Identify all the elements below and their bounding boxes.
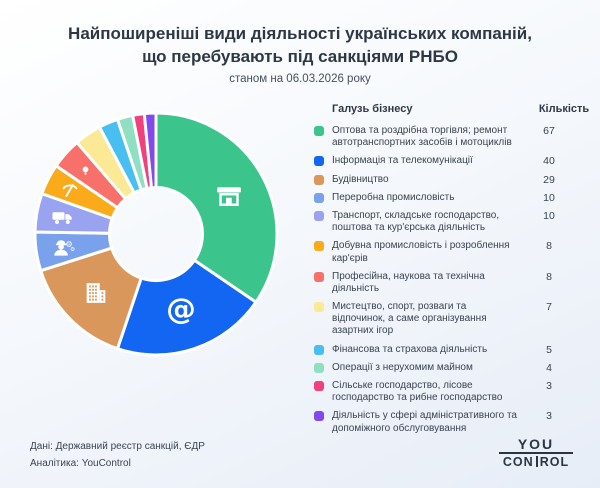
legend-color-swatch <box>314 381 324 391</box>
footer-credits: Дані: Державний реєстр санкцій, ЄДР Анал… <box>30 438 205 472</box>
logo-con: CON <box>502 455 534 469</box>
legend-color-swatch <box>314 156 324 167</box>
logo-t-bar <box>535 456 538 467</box>
footer-source: Дані: Державний реєстр санкцій, ЄДР <box>30 441 205 452</box>
title-line-2: що перебувають під санкціями РНБО <box>142 47 458 66</box>
logo-bottom-text: CON ROL <box>499 455 573 469</box>
legend-value: 5 <box>546 343 552 356</box>
legend-value: 8 <box>546 240 552 253</box>
donut-chart-svg <box>33 111 279 357</box>
legend-value: 29 <box>543 173 555 186</box>
legend-row-12: Діяльність у сфері адміністративного та … <box>314 410 594 434</box>
legend-value: 10 <box>543 191 555 204</box>
legend-label: Операції з нерухомим майном <box>332 361 473 373</box>
legend-label: Добувна промисловість і розроблення кар'… <box>332 240 510 264</box>
legend-label: Діяльність у сфері адміністративного та … <box>332 410 517 434</box>
legend-color-swatch <box>314 344 324 355</box>
legend-label: Професійна, наукова та технічна діяльніс… <box>332 270 485 294</box>
legend-row-1: Оптова та роздрібна торгівля; ремонт авт… <box>314 125 594 149</box>
legend-value: 3 <box>546 410 552 423</box>
legend-row-11: Сільське господарство, лісове господарст… <box>314 380 594 404</box>
youcontrol-logo: YOU CON ROL <box>499 436 573 469</box>
legend-header-sector: Галузь бізнесу <box>332 103 413 115</box>
legend-color-swatch <box>314 174 324 185</box>
legend-color-swatch <box>314 362 324 373</box>
legend-row-10: Операції з нерухомим майном 4 <box>314 362 594 374</box>
legend-value: 8 <box>546 270 552 283</box>
legend-color-swatch <box>314 210 324 221</box>
legend-label: Сільське господарство, лісове господарст… <box>332 380 503 404</box>
legend-row-4: Переробна промисловість 10 <box>314 192 594 204</box>
donut-slice-1 <box>154 111 279 304</box>
legend-color-swatch <box>314 302 324 313</box>
legend-row-2: Інформація та телекомунікації 40 <box>314 155 594 167</box>
legend-label: Оптова та роздрібна торгівля; ремонт авт… <box>332 125 512 149</box>
legend-label: Будівництво <box>332 173 389 185</box>
legend-color-swatch <box>314 241 324 252</box>
legend-row-8: Мистецтво, спорт, розваги та відпочинок,… <box>314 301 594 338</box>
legend-value: 7 <box>546 301 552 314</box>
legend-color-swatch <box>314 192 324 203</box>
donut-chart <box>6 84 306 384</box>
logo-rol: ROL <box>539 455 570 469</box>
legend-value: 4 <box>546 361 552 374</box>
logo-top-text: YOU <box>499 436 573 454</box>
legend-value: 67 <box>543 125 555 137</box>
legend-row-5: Транспорт, складське господарство, пошто… <box>314 210 594 234</box>
legend-color-swatch <box>314 126 324 136</box>
donut-slice-12 <box>142 111 158 190</box>
legend-value: 40 <box>543 155 555 168</box>
legend-header-count: Кількість <box>538 103 590 115</box>
title-line-1: Найпоширеніші види діяльності українськи… <box>68 24 532 43</box>
legend-color-swatch <box>314 271 324 282</box>
page-title: Найпоширеніші види діяльності українськи… <box>0 22 600 68</box>
legend-value: 10 <box>543 209 555 222</box>
subtitle-date: станом на 06.03.2026 року <box>229 73 371 85</box>
legend-row-9: Фінансова та страхова діяльність 5 <box>314 344 594 356</box>
legend-row-7: Професійна, наукова та технічна діяльніс… <box>314 271 594 295</box>
legend-label: Транспорт, складське господарство, пошто… <box>332 209 500 234</box>
legend-header: Галузь бізнесу Кількість <box>314 103 594 115</box>
legend-row-3: Будівництво 29 <box>314 174 594 186</box>
legend-color-swatch <box>314 411 324 422</box>
legend-label: Мистецтво, спорт, розваги та відпочинок,… <box>332 301 487 337</box>
legend-label: Переробна промисловість <box>332 191 455 203</box>
legend: Галузь бізнесу Кількість Оптова та роздр… <box>314 103 594 441</box>
legend-label: Інформація та телекомунікації <box>332 155 473 167</box>
legend-row-6: Добувна промисловість і розроблення кар'… <box>314 240 594 264</box>
footer-analytics: Аналітика: YouControl <box>30 458 131 469</box>
legend-label: Фінансова та страхова діяльність <box>332 343 488 355</box>
legend-value: 3 <box>546 380 552 392</box>
